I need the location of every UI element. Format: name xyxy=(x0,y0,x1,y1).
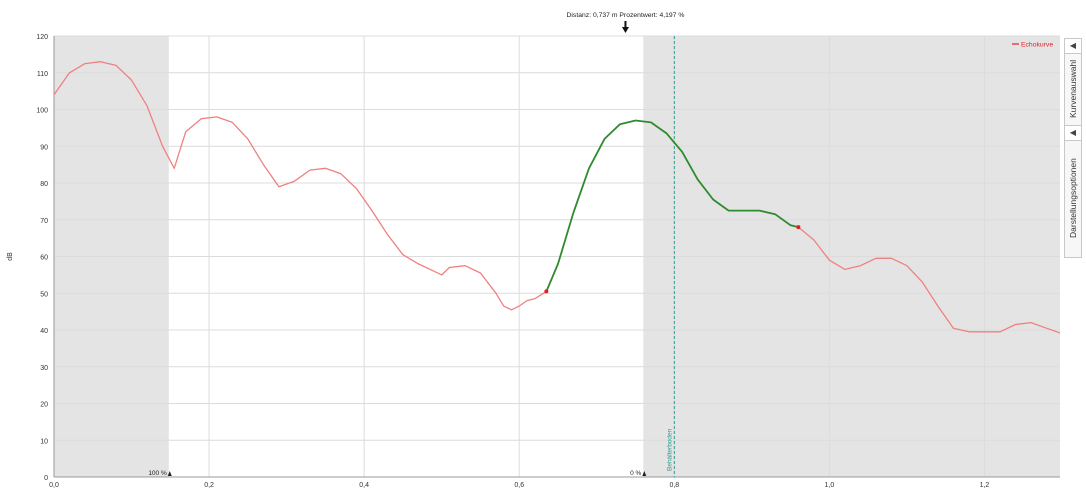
tank-bottom-label: Behälterboden xyxy=(666,428,673,471)
y-tick-label: 100 xyxy=(36,108,48,115)
y-axis-label: dB xyxy=(7,252,14,261)
y-tick-label: 50 xyxy=(40,291,48,298)
echo-point xyxy=(796,225,801,230)
display-options-label[interactable]: Darstellungsoptionen xyxy=(1068,158,1078,239)
collapse-arrow-icon[interactable]: ◀ xyxy=(1065,126,1081,141)
level-marker-icon xyxy=(167,471,172,476)
y-tick-label: 30 xyxy=(40,365,48,372)
evaluated-echo-line xyxy=(545,119,800,293)
y-tick-label: 20 xyxy=(40,402,48,409)
curve-selection-panel[interactable]: ◀ Kurvenauswahl xyxy=(1064,38,1082,126)
level-marker-label: 0 % xyxy=(630,470,641,477)
y-tick-label: 120 xyxy=(36,34,48,41)
legend-label: Echokurve xyxy=(1021,42,1053,49)
y-tick-label: 110 xyxy=(37,71,48,78)
y-tick-label: 10 xyxy=(40,438,48,445)
y-tick-label: 90 xyxy=(40,144,48,151)
level-marker-icon xyxy=(642,471,647,476)
curve-selection-label[interactable]: Kurvenauswahl xyxy=(1068,59,1078,119)
echo-point xyxy=(544,289,549,294)
collapse-arrow-icon[interactable]: ◀ xyxy=(1065,39,1081,54)
x-tick-label: 0,6 xyxy=(514,482,524,489)
x-tick-label: 1,2 xyxy=(980,482,990,489)
y-tick-label: 40 xyxy=(40,328,48,335)
y-tick-label: 80 xyxy=(40,181,48,188)
distance-arrow-head-icon xyxy=(621,27,629,33)
echo-curve-chart: 0 10 20 30 40 50 60 70 80 90 100 110 120 0,0 0,2 0,4 0,6… xyxy=(7,12,1060,489)
y-tick-label: 60 xyxy=(40,255,48,262)
x-tick-label: 0,0 xyxy=(49,482,59,489)
x-tick-label: 0,8 xyxy=(669,482,679,489)
x-tick-label: 0,2 xyxy=(204,482,214,489)
level-marker-label: 100 % xyxy=(148,470,167,477)
echo-curve-line xyxy=(53,61,1060,334)
y-tick-label: 0 xyxy=(44,475,48,482)
distance-readout: Distanz: 0,737 m Prozentwert: 4,197 % xyxy=(567,12,685,19)
x-tick-label: 0,4 xyxy=(359,482,369,489)
y-tick-label: 70 xyxy=(40,218,48,225)
display-options-panel[interactable]: ◀ Darstellungsoptionen xyxy=(1064,125,1082,258)
x-tick-label: 1,0 xyxy=(825,482,835,489)
